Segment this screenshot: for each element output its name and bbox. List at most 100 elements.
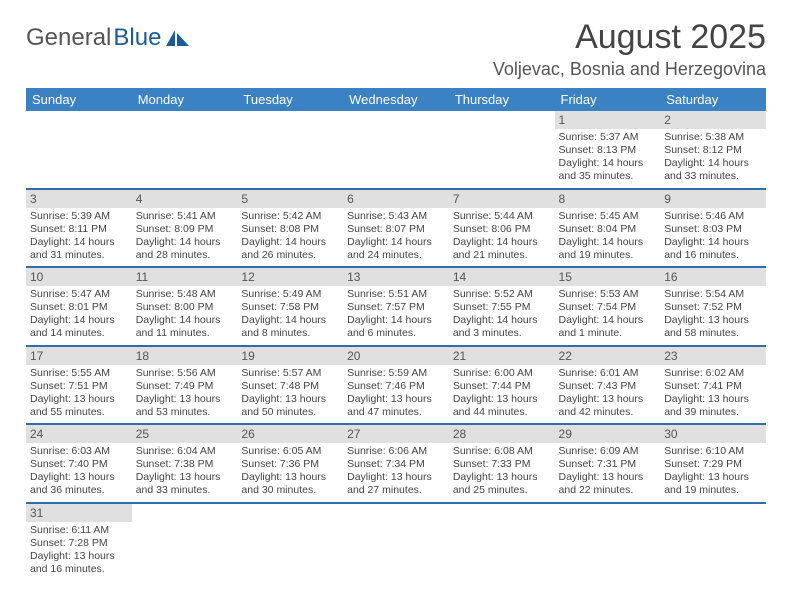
day-info: Sunrise: 5:42 AMSunset: 8:08 PMDaylight:… <box>237 208 343 267</box>
header: GeneralBlue August 2025 Voljevac, Bosnia… <box>26 18 766 80</box>
daylight-line: Daylight: 13 hours and 42 minutes. <box>559 393 657 419</box>
sunrise-line: Sunrise: 5:49 AM <box>241 288 339 301</box>
sunrise-line: Sunrise: 5:57 AM <box>241 367 339 380</box>
daylight-line: Daylight: 14 hours and 6 minutes. <box>347 314 445 340</box>
day-info: Sunrise: 5:49 AMSunset: 7:58 PMDaylight:… <box>237 286 343 345</box>
day-cell: 31Sunrise: 6:11 AMSunset: 7:28 PMDayligh… <box>26 503 132 581</box>
day-cell: 28Sunrise: 6:08 AMSunset: 7:33 PMDayligh… <box>449 424 555 503</box>
calendar-row: 1Sunrise: 5:37 AMSunset: 8:13 PMDaylight… <box>26 111 766 189</box>
sunrise-line: Sunrise: 6:05 AM <box>241 445 339 458</box>
day-number: 25 <box>132 425 238 443</box>
daylight-line: Daylight: 13 hours and 50 minutes. <box>241 393 339 419</box>
day-cell: 26Sunrise: 6:05 AMSunset: 7:36 PMDayligh… <box>237 424 343 503</box>
empty-cell <box>449 111 555 189</box>
daylight-line: Daylight: 14 hours and 21 minutes. <box>453 236 551 262</box>
empty-cell <box>26 111 132 189</box>
day-number: 6 <box>343 190 449 208</box>
day-number: 5 <box>237 190 343 208</box>
daylight-line: Daylight: 13 hours and 47 minutes. <box>347 393 445 419</box>
day-info: Sunrise: 6:06 AMSunset: 7:34 PMDaylight:… <box>343 443 449 502</box>
calendar-head: SundayMondayTuesdayWednesdayThursdayFrid… <box>26 88 766 111</box>
daylight-line: Daylight: 13 hours and 33 minutes. <box>136 471 234 497</box>
day-info: Sunrise: 5:37 AMSunset: 8:13 PMDaylight:… <box>555 129 661 188</box>
sunset-line: Sunset: 7:55 PM <box>453 301 551 314</box>
day-cell: 4Sunrise: 5:41 AMSunset: 8:09 PMDaylight… <box>132 189 238 268</box>
day-cell: 1Sunrise: 5:37 AMSunset: 8:13 PMDaylight… <box>555 111 661 189</box>
empty-cell <box>660 503 766 581</box>
sunrise-line: Sunrise: 5:42 AM <box>241 210 339 223</box>
day-info: Sunrise: 5:44 AMSunset: 8:06 PMDaylight:… <box>449 208 555 267</box>
day-number: 14 <box>449 268 555 286</box>
day-number: 21 <box>449 347 555 365</box>
weekday-header: Tuesday <box>237 88 343 111</box>
day-info: Sunrise: 6:04 AMSunset: 7:38 PMDaylight:… <box>132 443 238 502</box>
daylight-line: Daylight: 13 hours and 22 minutes. <box>559 471 657 497</box>
daylight-line: Daylight: 14 hours and 26 minutes. <box>241 236 339 262</box>
calendar-row: 17Sunrise: 5:55 AMSunset: 7:51 PMDayligh… <box>26 346 766 425</box>
day-info: Sunrise: 5:55 AMSunset: 7:51 PMDaylight:… <box>26 365 132 424</box>
day-info: Sunrise: 6:08 AMSunset: 7:33 PMDaylight:… <box>449 443 555 502</box>
sunset-line: Sunset: 8:11 PM <box>30 223 128 236</box>
sunset-line: Sunset: 8:00 PM <box>136 301 234 314</box>
day-number: 3 <box>26 190 132 208</box>
weekday-header: Wednesday <box>343 88 449 111</box>
day-info: Sunrise: 5:43 AMSunset: 8:07 PMDaylight:… <box>343 208 449 267</box>
day-info: Sunrise: 6:10 AMSunset: 7:29 PMDaylight:… <box>660 443 766 502</box>
daylight-line: Daylight: 13 hours and 25 minutes. <box>453 471 551 497</box>
sunrise-line: Sunrise: 6:03 AM <box>30 445 128 458</box>
daylight-line: Daylight: 14 hours and 8 minutes. <box>241 314 339 340</box>
sunset-line: Sunset: 7:41 PM <box>664 380 762 393</box>
sunrise-line: Sunrise: 6:04 AM <box>136 445 234 458</box>
day-number: 23 <box>660 347 766 365</box>
sunrise-line: Sunrise: 5:44 AM <box>453 210 551 223</box>
sunrise-line: Sunrise: 5:39 AM <box>30 210 128 223</box>
daylight-line: Daylight: 13 hours and 36 minutes. <box>30 471 128 497</box>
location: Voljevac, Bosnia and Herzegovina <box>493 59 766 80</box>
daylight-line: Daylight: 13 hours and 58 minutes. <box>664 314 762 340</box>
empty-cell <box>343 111 449 189</box>
day-info: Sunrise: 5:45 AMSunset: 8:04 PMDaylight:… <box>555 208 661 267</box>
day-info: Sunrise: 5:56 AMSunset: 7:49 PMDaylight:… <box>132 365 238 424</box>
sunset-line: Sunset: 7:33 PM <box>453 458 551 471</box>
sunrise-line: Sunrise: 5:53 AM <box>559 288 657 301</box>
sunrise-line: Sunrise: 6:02 AM <box>664 367 762 380</box>
sunset-line: Sunset: 8:03 PM <box>664 223 762 236</box>
day-number: 30 <box>660 425 766 443</box>
sunrise-line: Sunrise: 5:38 AM <box>664 131 762 144</box>
day-info: Sunrise: 5:53 AMSunset: 7:54 PMDaylight:… <box>555 286 661 345</box>
day-number: 15 <box>555 268 661 286</box>
day-info: Sunrise: 6:05 AMSunset: 7:36 PMDaylight:… <box>237 443 343 502</box>
day-info: Sunrise: 6:09 AMSunset: 7:31 PMDaylight:… <box>555 443 661 502</box>
calendar-row: 3Sunrise: 5:39 AMSunset: 8:11 PMDaylight… <box>26 189 766 268</box>
calendar-row: 10Sunrise: 5:47 AMSunset: 8:01 PMDayligh… <box>26 267 766 346</box>
sunset-line: Sunset: 7:29 PM <box>664 458 762 471</box>
daylight-line: Daylight: 14 hours and 31 minutes. <box>30 236 128 262</box>
day-number: 18 <box>132 347 238 365</box>
sunrise-line: Sunrise: 5:48 AM <box>136 288 234 301</box>
daylight-line: Daylight: 14 hours and 35 minutes. <box>559 157 657 183</box>
day-cell: 20Sunrise: 5:59 AMSunset: 7:46 PMDayligh… <box>343 346 449 425</box>
sunrise-line: Sunrise: 5:56 AM <box>136 367 234 380</box>
daylight-line: Daylight: 13 hours and 27 minutes. <box>347 471 445 497</box>
sunset-line: Sunset: 7:58 PM <box>241 301 339 314</box>
sunset-line: Sunset: 7:48 PM <box>241 380 339 393</box>
sunrise-line: Sunrise: 6:08 AM <box>453 445 551 458</box>
sunset-line: Sunset: 8:01 PM <box>30 301 128 314</box>
day-cell: 3 Sunrise: 5:39 AMSunset: 8:11 PMDaylight… <box>26 189 132 268</box>
calendar-row: 31Sunrise: 6:11 AMSunset: 7:28 PMDayligh… <box>26 503 766 581</box>
day-info: Sunrise: 5:51 AMSunset: 7:57 PMDaylight:… <box>343 286 449 345</box>
sunrise-line: Sunrise: 5:54 AM <box>664 288 762 301</box>
daylight-line: Daylight: 14 hours and 1 minute. <box>559 314 657 340</box>
day-cell: 16Sunrise: 5:54 AMSunset: 7:52 PMDayligh… <box>660 267 766 346</box>
empty-cell <box>237 503 343 581</box>
sunrise-line: Sunrise: 5:46 AM <box>664 210 762 223</box>
day-cell: 21Sunrise: 6:00 AMSunset: 7:44 PMDayligh… <box>449 346 555 425</box>
sunset-line: Sunset: 7:44 PM <box>453 380 551 393</box>
day-number: 31 <box>26 504 132 522</box>
sunset-line: Sunset: 8:08 PM <box>241 223 339 236</box>
daylight-line: Daylight: 13 hours and 55 minutes. <box>30 393 128 419</box>
month-title: August 2025 <box>493 18 766 57</box>
daylight-line: Daylight: 13 hours and 53 minutes. <box>136 393 234 419</box>
sunset-line: Sunset: 8:09 PM <box>136 223 234 236</box>
daylight-line: Daylight: 13 hours and 39 minutes. <box>664 393 762 419</box>
